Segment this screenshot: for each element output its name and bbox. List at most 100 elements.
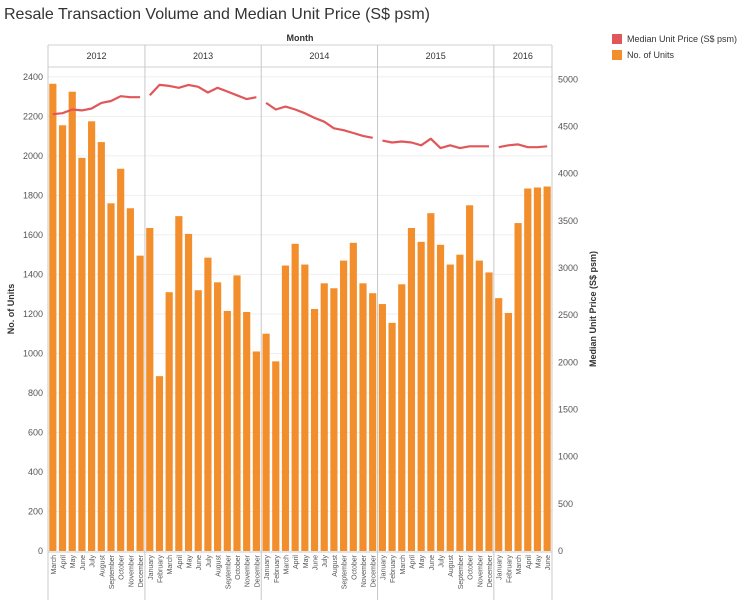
month-label: February	[506, 555, 513, 584]
month-label: May	[535, 555, 542, 569]
unit-bar	[184, 233, 193, 552]
unit-bar	[301, 264, 309, 551]
unit-bar	[340, 260, 348, 551]
month-label: November	[361, 554, 368, 587]
price-line	[148, 83, 257, 101]
month-label: March	[51, 555, 58, 575]
month-label: March	[516, 555, 523, 575]
price-line	[265, 101, 373, 139]
unit-bar	[243, 311, 251, 551]
month-label: June	[196, 555, 203, 570]
y-tick-label: 600	[28, 427, 43, 437]
legend-item-price[interactable]: Median Unit Price (S$ psm)	[612, 32, 737, 46]
unit-bar	[155, 376, 164, 551]
unit-bar	[533, 187, 542, 552]
legend-item-units[interactable]: No. of Units	[612, 48, 737, 62]
y2-tick-label: 2000	[558, 357, 578, 367]
unit-bar	[466, 205, 474, 552]
y2-tick-label: 3500	[558, 216, 578, 226]
unit-bar	[233, 275, 241, 551]
month-label: November	[477, 554, 484, 587]
unit-bar	[78, 157, 86, 551]
unit-bar	[524, 188, 532, 551]
unit-bar	[68, 91, 76, 551]
unit-bar	[262, 333, 270, 551]
month-label: February	[274, 555, 281, 584]
unit-bar	[146, 228, 154, 551]
legend-swatch-units	[612, 50, 622, 60]
unit-bar	[369, 293, 377, 551]
month-label: December	[371, 554, 378, 587]
year-header: 2015	[426, 51, 446, 61]
month-label: January	[497, 555, 504, 580]
y-tick-label: 1600	[23, 230, 43, 240]
unit-bar	[417, 241, 425, 552]
month-label: June	[80, 555, 87, 570]
unit-bar	[485, 272, 493, 551]
unit-bar	[107, 203, 115, 551]
unit-bar	[543, 186, 551, 551]
unit-bar	[359, 283, 367, 551]
chart-title: Resale Transaction Volume and Median Uni…	[4, 6, 430, 23]
unit-bar	[378, 304, 386, 551]
month-label: April	[177, 555, 184, 569]
month-label: January	[380, 555, 387, 580]
y2-tick-label: 4000	[558, 169, 578, 179]
unit-bar	[388, 322, 396, 551]
y2-tick-label: 1500	[558, 404, 578, 414]
month-label: October	[119, 554, 126, 580]
price-line	[52, 95, 141, 116]
month-label: December	[138, 554, 145, 587]
y-tick-label: 200	[28, 506, 43, 516]
unit-bar	[514, 223, 522, 551]
month-label: April	[409, 555, 416, 569]
y-tick-label: 1800	[23, 190, 43, 200]
month-label: November	[245, 554, 252, 587]
y2-tick-label: 500	[558, 499, 573, 509]
unit-bar	[281, 265, 290, 551]
month-label: May	[187, 555, 194, 569]
month-label: July	[90, 555, 97, 568]
unit-bar	[475, 260, 483, 551]
month-label: January	[264, 555, 271, 580]
unit-bar	[49, 83, 57, 551]
month-label: August	[448, 555, 455, 577]
month-label: April	[526, 555, 533, 569]
month-label: July	[206, 555, 213, 568]
month-label: May	[303, 555, 310, 569]
legend-label-price: Median Unit Price (S$ psm)	[627, 34, 738, 44]
month-label: August	[332, 555, 339, 577]
y2-tick-label: 5000	[558, 74, 578, 84]
price-line	[498, 143, 548, 149]
unit-bar	[252, 351, 260, 551]
y-tick-label: 1200	[23, 309, 43, 319]
month-label: April	[293, 555, 300, 569]
unit-bar	[175, 216, 183, 552]
month-label: December	[254, 554, 261, 587]
y-tick-label: 2000	[23, 151, 43, 161]
unit-bar	[446, 264, 454, 551]
month-label: September	[458, 554, 465, 589]
month-label: April	[61, 555, 68, 569]
month-label: October	[235, 554, 242, 580]
month-label: December	[487, 554, 494, 587]
month-label: May	[419, 555, 426, 569]
month-label: October	[351, 554, 358, 580]
month-label: February	[390, 555, 397, 584]
month-label: March	[167, 555, 174, 575]
y2-tick-label: 0	[558, 546, 563, 556]
y-tick-label: 800	[28, 388, 43, 398]
unit-bar	[117, 168, 125, 551]
unit-bar	[58, 125, 67, 551]
month-label: August	[216, 555, 223, 577]
month-label: June	[313, 555, 320, 570]
month-label: October	[468, 554, 475, 580]
month-label: August	[99, 555, 106, 577]
month-label: July	[439, 555, 446, 568]
month-label: June	[545, 555, 552, 570]
unit-bar	[495, 298, 503, 551]
unit-bar	[291, 243, 299, 551]
unit-bar	[427, 213, 435, 552]
unit-bar	[436, 244, 445, 552]
